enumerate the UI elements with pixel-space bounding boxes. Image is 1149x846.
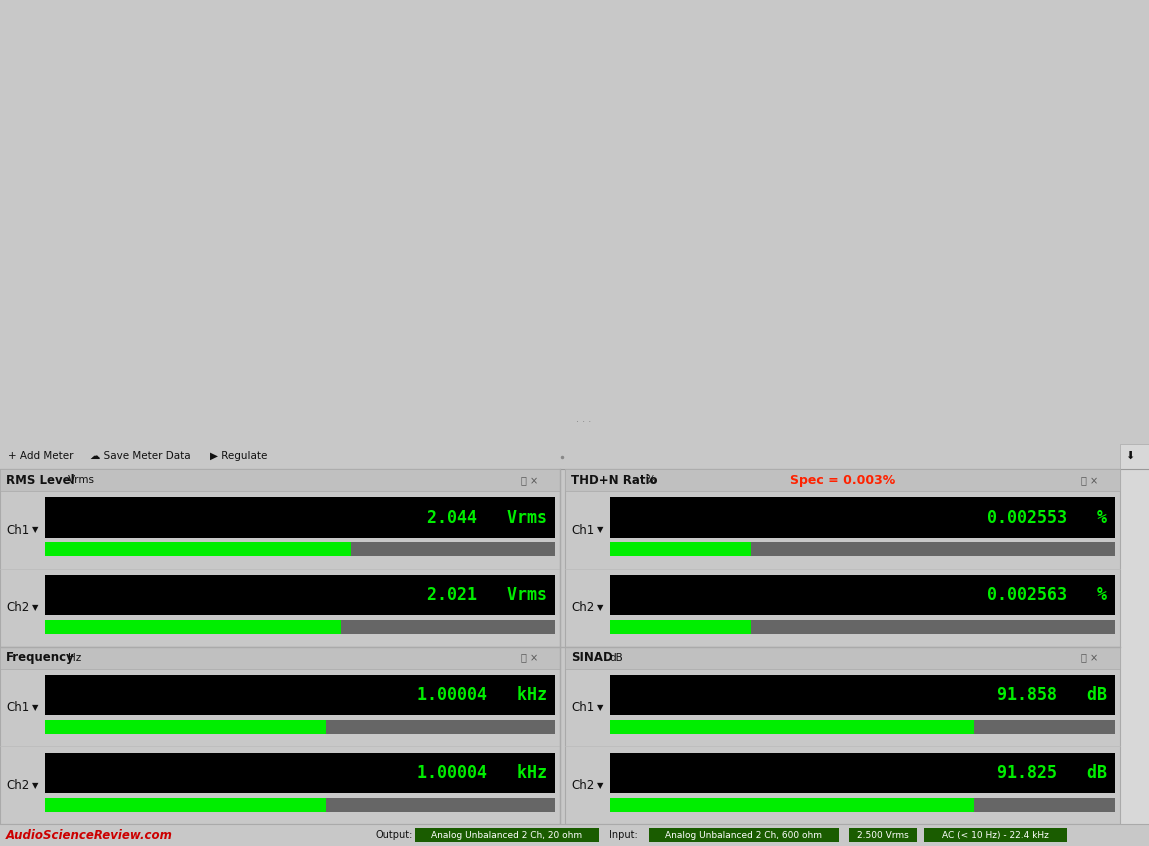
- Text: Ch1: Ch1: [571, 524, 594, 536]
- Text: THD+N Ratio: THD+N Ratio: [571, 474, 657, 486]
- Text: 0.002553   %: 0.002553 %: [987, 508, 1106, 526]
- Text: ▼: ▼: [597, 781, 603, 789]
- Bar: [45, 620, 555, 634]
- Bar: [45, 720, 555, 733]
- Text: ⬇: ⬇: [1125, 451, 1135, 461]
- Bar: [610, 675, 1115, 715]
- Text: ▼: ▼: [597, 703, 603, 712]
- Text: Ch2: Ch2: [571, 602, 594, 614]
- Text: Frequency: Frequency: [6, 651, 75, 664]
- Text: Spec = 0.003%: Spec = 0.003%: [789, 474, 895, 486]
- Bar: [45, 798, 555, 811]
- Bar: [610, 720, 973, 733]
- Text: + Add Meter: + Add Meter: [8, 451, 74, 461]
- Bar: [45, 798, 325, 811]
- Bar: [610, 720, 1115, 733]
- Bar: [565, 470, 1120, 492]
- Text: ▼: ▼: [32, 703, 39, 712]
- Bar: [0, 824, 1149, 846]
- Bar: [45, 542, 350, 557]
- Bar: [610, 620, 1115, 634]
- Text: 91.858   dB: 91.858 dB: [997, 686, 1106, 704]
- Text: Hz: Hz: [68, 652, 82, 662]
- Bar: [0, 444, 1149, 470]
- Text: Input:: Input:: [609, 830, 638, 840]
- Text: ⧉ ×: ⧉ ×: [522, 652, 539, 662]
- Text: ☁ Save Meter Data: ☁ Save Meter Data: [90, 451, 191, 461]
- Bar: [45, 720, 325, 733]
- Bar: [45, 497, 555, 538]
- Text: 2.500 Vrms: 2.500 Vrms: [857, 831, 909, 839]
- Bar: [649, 828, 839, 842]
- Text: ▼: ▼: [597, 525, 603, 535]
- Text: 91.825   dB: 91.825 dB: [997, 764, 1106, 782]
- Bar: [45, 575, 555, 616]
- Text: ▶ Regulate: ▶ Regulate: [210, 451, 268, 461]
- Text: Vrms: Vrms: [68, 475, 95, 485]
- Bar: [924, 828, 1067, 842]
- X-axis label: Time (s): Time (s): [293, 431, 339, 441]
- Text: ⧉ ×: ⧉ ×: [1081, 475, 1098, 485]
- Bar: [849, 828, 917, 842]
- Bar: [0, 470, 560, 492]
- Bar: [610, 575, 1115, 616]
- Text: · · ·: · · ·: [576, 417, 592, 426]
- Bar: [45, 752, 555, 793]
- Text: AudioScienceReview.com: AudioScienceReview.com: [6, 828, 172, 842]
- Bar: [45, 675, 555, 715]
- Bar: [610, 798, 973, 811]
- Bar: [610, 542, 1115, 557]
- Text: ▼: ▼: [32, 603, 39, 613]
- Text: dB: dB: [609, 652, 623, 662]
- Text: Rega Ear 2 volt input, 2 volt out (unity gain): Rega Ear 2 volt input, 2 volt out (unity…: [78, 36, 445, 52]
- Text: 2.044   Vrms: 2.044 Vrms: [427, 508, 547, 526]
- Y-axis label: Instantaneous Level (V): Instantaneous Level (V): [28, 146, 38, 277]
- Bar: [0, 646, 560, 824]
- Text: Output:: Output:: [375, 830, 412, 840]
- Bar: [415, 828, 599, 842]
- Title: Scope: Scope: [296, 3, 336, 16]
- Text: Analog Unbalanced 2 Ch, 20 ohm: Analog Unbalanced 2 Ch, 20 ohm: [431, 831, 583, 839]
- X-axis label: Frequency (Hz): Frequency (Hz): [834, 431, 918, 441]
- Bar: [610, 620, 751, 634]
- Bar: [610, 497, 1115, 538]
- Y-axis label: Level (dBrA): Level (dBrA): [588, 177, 597, 246]
- Bar: [610, 542, 751, 557]
- Title: FFT: FFT: [865, 3, 887, 16]
- Text: Ch2: Ch2: [6, 602, 29, 614]
- Text: Analog Unbalanced 2 Ch, 600 ohm: Analog Unbalanced 2 Ch, 600 ohm: [665, 831, 823, 839]
- Text: Ch2: Ch2: [6, 778, 29, 792]
- Bar: [565, 646, 1120, 824]
- Bar: [610, 752, 1115, 793]
- Text: SINAD: SINAD: [571, 651, 612, 664]
- Text: Ch1: Ch1: [6, 524, 29, 536]
- Bar: [1120, 444, 1149, 846]
- Text: Ch1: Ch1: [6, 701, 29, 714]
- Bar: [0, 470, 560, 646]
- Text: ⧉ ×: ⧉ ×: [522, 475, 539, 485]
- Bar: [45, 542, 555, 557]
- Text: AC (< 10 Hz) - 22.4 kHz: AC (< 10 Hz) - 22.4 kHz: [942, 831, 1049, 839]
- Text: ⧉ ×: ⧉ ×: [1081, 652, 1098, 662]
- Bar: [565, 646, 1120, 668]
- Text: ▼: ▼: [32, 781, 39, 789]
- Text: RMS Level: RMS Level: [6, 474, 75, 486]
- Text: ▼: ▼: [32, 525, 39, 535]
- Bar: [0, 646, 560, 668]
- Text: 1.00004   kHz: 1.00004 kHz: [417, 686, 547, 704]
- Bar: [565, 470, 1120, 646]
- Text: 0.002563   %: 0.002563 %: [987, 586, 1106, 604]
- Text: ▼: ▼: [597, 603, 603, 613]
- Text: Ch2: Ch2: [571, 778, 594, 792]
- Text: %: %: [645, 475, 655, 485]
- Bar: [610, 798, 1115, 811]
- Text: Ch1: Ch1: [571, 701, 594, 714]
- Text: 2.021   Vrms: 2.021 Vrms: [427, 586, 547, 604]
- Text: 1.00004   kHz: 1.00004 kHz: [417, 764, 547, 782]
- Bar: [45, 620, 341, 634]
